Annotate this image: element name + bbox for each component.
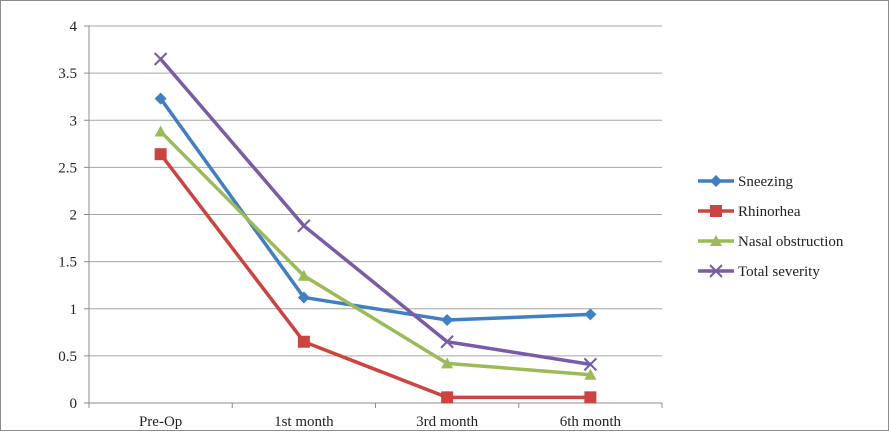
x-tick-label: 6th month: [560, 414, 622, 430]
legend-swatch-marker: [710, 205, 722, 217]
legend-entry: Rhinorhea: [698, 204, 801, 220]
series-rhinorhea: [154, 148, 597, 404]
data-point: [440, 335, 454, 349]
x-tick-label: 3rd month: [416, 414, 479, 430]
axes: [84, 25, 663, 408]
series-line: [158, 129, 593, 377]
y-tick-label: 1: [70, 302, 78, 318]
y-tick-label: 2.5: [58, 160, 77, 176]
legend-entry: Sneezing: [698, 174, 793, 190]
legend-swatch-marker: [710, 235, 722, 246]
x-tick-label: Pre-Op: [139, 414, 182, 430]
y-tick-label: 0.5: [58, 349, 77, 365]
legend-label: Nasal obstruction: [738, 234, 844, 250]
data-point: [297, 291, 310, 304]
y-tick-label: 4: [70, 19, 78, 35]
data-point: [154, 148, 167, 161]
series-nasal-obstruction: [154, 125, 597, 380]
series-lines: [153, 52, 598, 404]
series-sneezing: [154, 92, 597, 327]
y-tick-label: 1.5: [58, 255, 77, 271]
data-point: [154, 92, 167, 105]
legend-entry: Total severity: [698, 264, 820, 280]
y-tick-label: 3.5: [58, 66, 77, 82]
x-tick-label: 1st month: [274, 414, 334, 430]
data-point: [297, 219, 311, 233]
data-point: [441, 357, 454, 369]
data-point: [154, 125, 167, 137]
legend: Sneezing Rhinorhea Nasal obstruction Total …: [698, 174, 844, 280]
legend-entry: Nasal obstruction: [698, 234, 844, 250]
y-tick-label: 2: [70, 208, 78, 224]
data-point: [584, 391, 597, 404]
legend-label: Rhinorhea: [738, 204, 801, 220]
data-point: [584, 368, 597, 380]
series-line: [158, 152, 593, 400]
gridlines: [89, 25, 662, 357]
y-tick-label: 3: [70, 113, 78, 129]
data-point: [297, 335, 310, 348]
legend-label: Total severity: [738, 264, 820, 280]
series-total-severity: [153, 52, 598, 372]
data-point: [297, 269, 310, 281]
data-point: [441, 391, 454, 404]
legend-swatch-marker: [710, 175, 722, 187]
legend-swatch-marker: [709, 264, 723, 278]
data-point: [441, 314, 454, 327]
x-tick-labels: Pre-Op 1st month 3rd month 6th month: [139, 414, 622, 430]
legend-label: Sneezing: [738, 174, 793, 190]
y-tick-label: 0: [70, 396, 78, 412]
series-line: [158, 96, 593, 322]
y-tick-labels: 0 0.5 1 1.5 2 2.5 3 3.5 4: [58, 19, 77, 412]
series-line: [158, 57, 593, 367]
data-point: [584, 308, 597, 321]
data-point: [153, 52, 168, 66]
data-point: [583, 357, 598, 372]
